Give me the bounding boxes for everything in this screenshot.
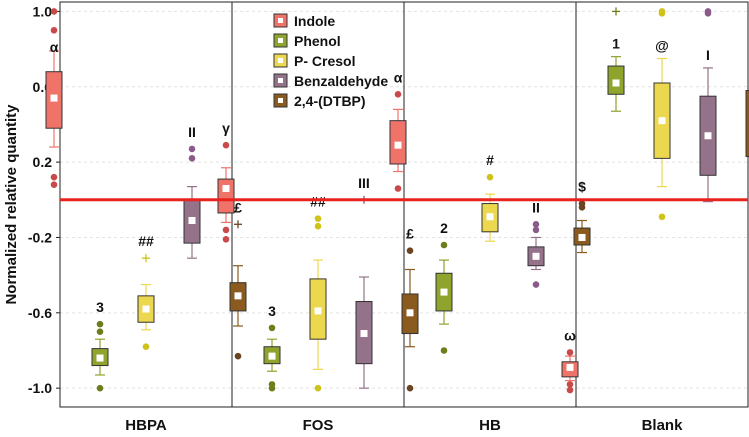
median-marker — [532, 252, 540, 260]
outlier-point — [440, 241, 448, 249]
box — [217, 178, 235, 214]
outlier-point — [406, 384, 414, 392]
significance-label: γ — [222, 120, 230, 136]
outlier-point — [50, 8, 58, 15]
median-marker — [612, 79, 620, 87]
outlier-point — [268, 324, 276, 332]
outlier-point — [188, 145, 196, 153]
outlier-point — [658, 213, 666, 221]
legend-label: P- Cresol — [294, 53, 355, 69]
outlier-point — [486, 173, 494, 181]
median-marker — [406, 309, 414, 317]
outlier-point — [234, 352, 242, 360]
significance-label: 1 — [612, 36, 620, 52]
outlier-point — [222, 141, 230, 149]
y-tick-label: -1.0 — [28, 380, 52, 396]
legend-label: Benzaldehyde — [294, 73, 388, 89]
significance-label: ## — [138, 233, 154, 249]
outlier-point — [394, 185, 402, 192]
outlier-point — [188, 155, 196, 162]
median-marker — [234, 292, 242, 300]
outlier-point — [394, 91, 402, 98]
significance-label: $ — [578, 179, 586, 195]
median-marker — [268, 352, 276, 360]
box — [745, 90, 749, 157]
median-marker — [394, 141, 402, 149]
median-marker — [314, 307, 322, 315]
outlier-point — [50, 181, 58, 189]
median-marker — [440, 288, 448, 296]
outlier-point — [96, 384, 104, 392]
median-marker — [96, 354, 104, 362]
significance-label: 3 — [268, 303, 276, 319]
x-tick-label: FOS — [303, 417, 334, 434]
median-marker — [658, 117, 666, 125]
x-tick-label: Blank — [642, 417, 684, 434]
outlier-point — [268, 384, 276, 392]
significance-label: £ — [234, 199, 242, 215]
x-tick-label: HBPA — [125, 417, 167, 434]
median-marker — [578, 233, 586, 241]
significance-label: 3 — [96, 299, 104, 315]
outlier-point — [314, 384, 322, 392]
outlier-point — [566, 349, 574, 356]
outlier-point — [406, 247, 414, 254]
significance-label: ω — [564, 327, 576, 343]
outlier-point — [50, 173, 58, 181]
significance-label: ## — [310, 194, 326, 210]
outlier-point — [142, 343, 150, 351]
median-marker — [142, 305, 150, 313]
outlier-point — [96, 328, 104, 335]
median-marker — [566, 363, 574, 371]
significance-label: @ — [655, 38, 669, 54]
median-marker — [360, 330, 368, 338]
significance-label: II — [532, 199, 540, 215]
outlier-point — [222, 236, 230, 243]
outlier-point — [566, 381, 574, 388]
legend-swatch-marker — [278, 38, 283, 43]
median-marker — [704, 132, 712, 140]
outlier-point — [658, 10, 666, 17]
significance-label: III — [358, 175, 370, 191]
outlier-point — [532, 220, 540, 228]
x-tick-label: HB — [479, 417, 501, 434]
legend-swatch-marker — [278, 18, 283, 23]
significance-label: α — [394, 69, 403, 85]
outlier-point — [566, 386, 574, 394]
y-tick-label: -0.2 — [28, 229, 52, 245]
y-tick-label: -0.6 — [28, 305, 52, 321]
significance-label: II — [188, 124, 196, 140]
legend-swatch-marker — [278, 58, 283, 63]
outlier-point — [222, 226, 230, 234]
median-marker — [222, 184, 230, 192]
y-axis-label: Normalized relative quantity — [3, 104, 20, 305]
significance-label: 2 — [440, 220, 448, 236]
outlier-point — [440, 347, 448, 354]
significance-label: # — [486, 152, 494, 168]
outlier-point — [314, 215, 322, 222]
legend-label: 2,4-(DTBP) — [294, 93, 366, 109]
legend-label: Indole — [294, 13, 335, 29]
significance-label: α — [50, 39, 59, 55]
legend-label: Phenol — [294, 33, 341, 49]
median-marker — [188, 217, 196, 225]
significance-label: I — [706, 47, 710, 63]
median-marker — [50, 94, 58, 102]
outlier-point — [96, 320, 104, 328]
y-tick-label: 0.2 — [33, 154, 53, 170]
outlier-point — [532, 281, 540, 288]
median-marker — [486, 213, 494, 221]
outlier-point — [314, 222, 322, 230]
outlier-point — [50, 26, 58, 34]
outlier-point — [578, 204, 586, 211]
y-tick-label: 1.0 — [33, 3, 53, 19]
significance-label: £ — [406, 226, 414, 242]
legend-swatch-marker — [278, 78, 283, 83]
legend-swatch-marker — [278, 98, 283, 103]
outlier-point — [704, 10, 712, 17]
outlier-point — [532, 226, 540, 234]
